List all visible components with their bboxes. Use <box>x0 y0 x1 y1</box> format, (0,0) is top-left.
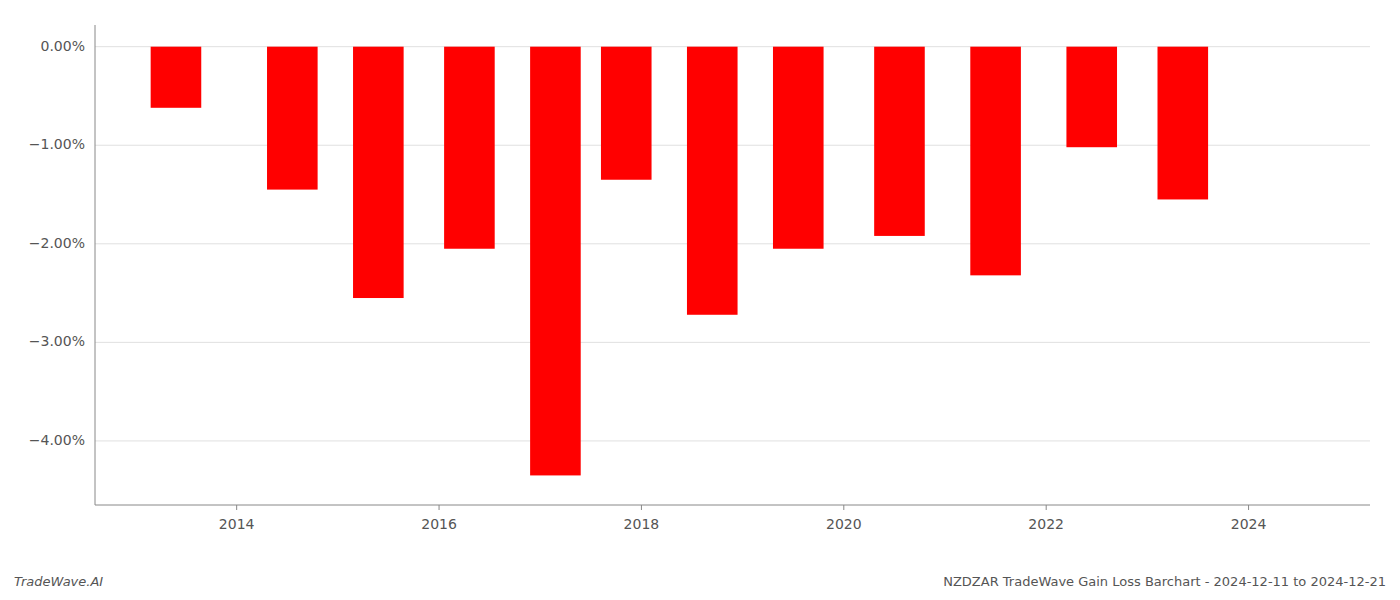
bars <box>151 47 1208 476</box>
bar <box>353 47 404 298</box>
annotations: TradeWave.AI NZDZAR TradeWave Gain Loss B… <box>14 574 1386 589</box>
y-tick-label: −2.00% <box>29 235 85 251</box>
bar <box>773 47 824 249</box>
bar <box>1158 47 1209 200</box>
footer-right: NZDZAR TradeWave Gain Loss Barchart - 20… <box>943 574 1386 589</box>
bar <box>530 47 581 476</box>
x-tick <box>1046 505 1047 510</box>
bar <box>687 47 738 315</box>
footer-left: TradeWave.AI <box>14 574 103 589</box>
x-tick <box>641 505 642 510</box>
x-tick <box>843 505 844 510</box>
chart-container: 0.00% −1.00% −2.00% −3.00% −4.00% 2014 2016 201… <box>0 0 1400 600</box>
bar <box>151 47 202 108</box>
y-axis-line <box>95 25 96 505</box>
x-tick-label: 2020 <box>826 516 862 532</box>
bar <box>444 47 495 249</box>
grid-line <box>95 440 1370 441</box>
y-tick-label: −1.00% <box>29 136 85 152</box>
bar <box>970 47 1021 276</box>
y-tick-label: −4.00% <box>29 432 85 448</box>
x-tick <box>236 505 237 510</box>
y-tick-label: −3.00% <box>29 333 85 349</box>
x-tick-label: 2024 <box>1231 516 1267 532</box>
grid <box>95 47 1370 441</box>
x-tick-label: 2014 <box>219 516 255 532</box>
x-axis-line <box>95 505 1370 506</box>
x-tick-label: 2022 <box>1028 516 1064 532</box>
y-tick-label: 0.00% <box>41 38 85 54</box>
x-tick-label: 2018 <box>624 516 660 532</box>
x-tick <box>439 505 440 510</box>
chart: 0.00% −1.00% −2.00% −3.00% −4.00% 2014 2016 201… <box>0 0 1400 600</box>
bar <box>601 47 652 180</box>
bar <box>267 47 318 190</box>
bar <box>1066 47 1117 148</box>
axes: 0.00% −1.00% −2.00% −3.00% −4.00% 2014 2016 201… <box>29 25 1370 532</box>
x-tick <box>1248 505 1249 510</box>
bar <box>874 47 925 236</box>
grid-line <box>95 342 1370 343</box>
x-tick-label: 2016 <box>421 516 457 532</box>
